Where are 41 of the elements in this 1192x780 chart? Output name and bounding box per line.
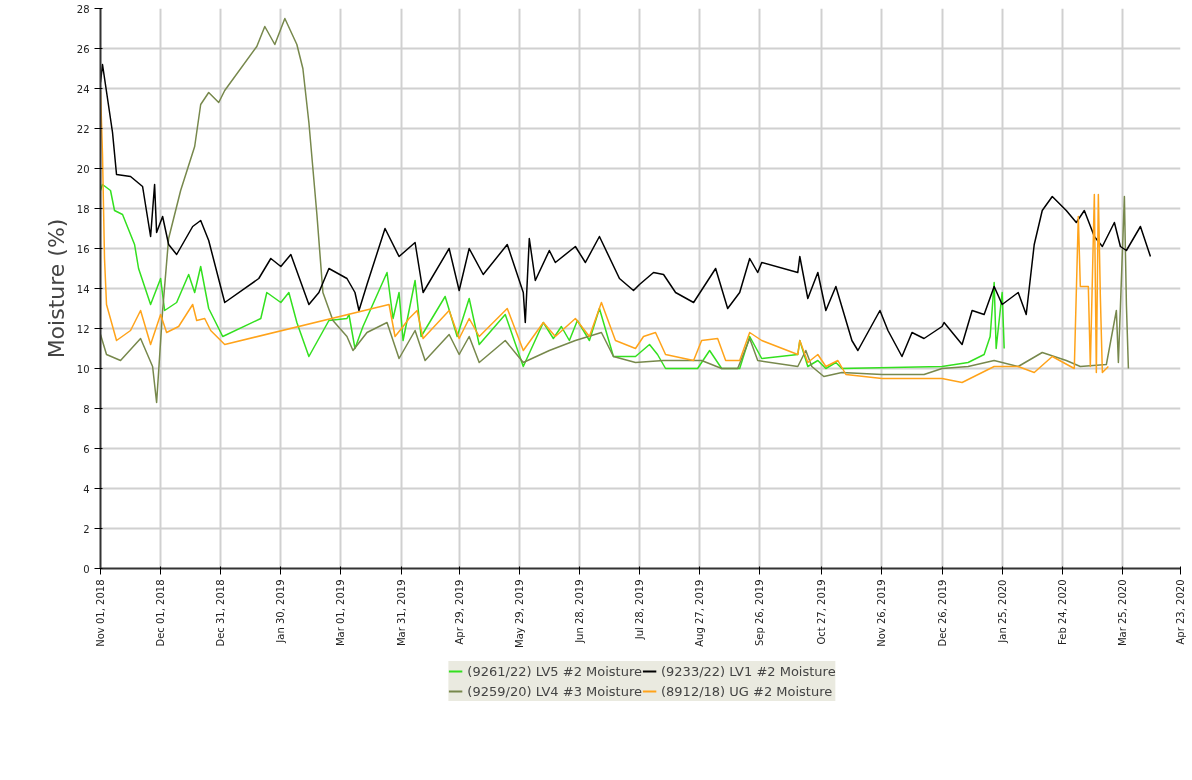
x-tick-label: Aug 27, 2019 — [694, 579, 706, 647]
legend-label: (9261/22) LV5 #2 Moisture — [467, 663, 642, 679]
x-tick-label: Mar 01, 2019 — [335, 579, 347, 647]
x-tick-label: Jul 28, 2019 — [634, 579, 645, 641]
y-tick-label: 4 — [83, 483, 90, 495]
x-tick-label: Sep 26, 2019 — [754, 579, 766, 647]
y-tick-label: 20 — [76, 163, 90, 175]
x-tick-label: May 29, 2019 — [513, 579, 525, 648]
line-series — [100, 17, 1130, 404]
x-tick-label: Dec 01, 2018 — [155, 579, 167, 647]
x-tick-label: Jun 28, 2019 — [573, 579, 585, 644]
x-tick-label: Jan 25, 2020 — [996, 579, 1008, 644]
line-series — [100, 63, 1152, 358]
y-tick-label: 22 — [76, 123, 90, 135]
x-tick-label: Mar 25, 2020 — [1116, 579, 1128, 647]
x-tick-label: Dec 26, 2019 — [936, 579, 948, 647]
y-axis-title: Moisture (%) — [43, 218, 69, 359]
x-tick-label: Oct 27, 2019 — [816, 579, 828, 645]
legend-label: (9233/22) LV1 #2 Moisture — [661, 663, 836, 679]
y-tick-label: 14 — [76, 283, 90, 295]
legend-label: (8912/18) UG #2 Moisture — [661, 683, 833, 699]
y-tick-label: 16 — [76, 243, 90, 255]
y-tick-label: 6 — [83, 443, 90, 455]
x-tick-label: Feb 24, 2020 — [1056, 579, 1068, 645]
y-tick-label: 24 — [76, 83, 90, 95]
y-tick-label: 2 — [83, 523, 90, 535]
y-tick-label: 0 — [83, 563, 90, 575]
y-tick-label: 8 — [83, 403, 90, 415]
x-tick-label: Mar 31, 2019 — [395, 579, 407, 647]
x-tick-label: Jan 30, 2019 — [275, 579, 287, 644]
x-tick-label: Dec 31, 2018 — [215, 579, 227, 647]
y-tick-label: 26 — [76, 43, 90, 55]
y-tick-label: 12 — [76, 323, 90, 335]
x-tick-label: Apr 29, 2019 — [453, 579, 465, 645]
x-tick-label: Nov 01, 2018 — [95, 579, 106, 647]
legend-label: (9259/20) LV4 #3 Moisture — [467, 683, 642, 699]
x-tick-label: Apr 23, 2020 — [1175, 579, 1186, 645]
y-tick-label: 18 — [76, 203, 90, 215]
y-tick-label: 10 — [76, 363, 90, 375]
x-tick-label: Nov 26, 2019 — [876, 579, 888, 647]
y-tick-label: 28 — [76, 3, 90, 15]
